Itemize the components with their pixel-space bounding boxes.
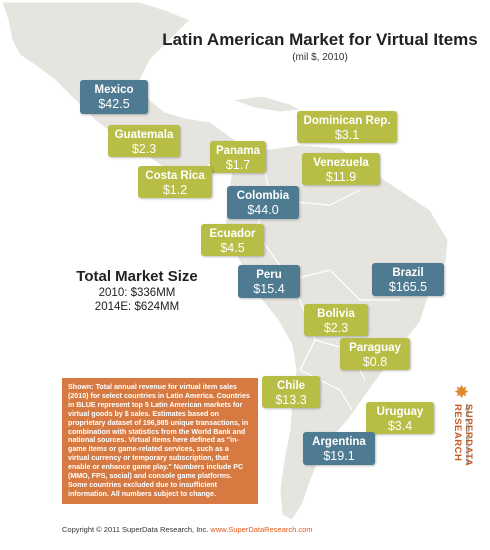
country-value: $2.3 [131, 142, 157, 156]
country-value: $0.8 [362, 355, 388, 369]
country-value: $15.4 [253, 282, 285, 296]
methodology-note: Shown: Total annual revenue for virtual … [62, 378, 258, 504]
map-land-caribbean [231, 95, 302, 113]
country-label-brazil: Brazil $165.5 [372, 263, 444, 296]
country-label-costa-rica: Costa Rica $1.2 [138, 166, 212, 198]
total-market-2014: 2014E: $624MM [94, 301, 180, 313]
country-label-colombia: Colombia $44.0 [227, 186, 299, 219]
country-value: $2.3 [323, 321, 349, 335]
country-label-venezuela: Venezuela $11.9 [302, 153, 380, 185]
footer: Copyright © 2011 SuperData Research, Inc… [62, 525, 313, 534]
country-name: Colombia [236, 190, 290, 202]
footer-link[interactable]: www.SuperDataResearch.com [210, 525, 313, 534]
brand-logo: ✸ SUPERDATA RESEARCH digital goods measu… [448, 382, 476, 516]
total-market-heading: Total Market Size [76, 268, 198, 285]
brand-name: SUPERDATA RESEARCH [452, 404, 474, 466]
country-name: Uruguay [376, 406, 424, 418]
country-label-mexico: Mexico $42.5 [80, 80, 148, 114]
country-value: $165.5 [388, 280, 428, 294]
country-name: Peru [256, 269, 282, 281]
country-label-peru: Peru $15.4 [238, 265, 300, 298]
map-title: Latin American Market for Virtual Items [162, 30, 478, 49]
country-value: $1.7 [225, 158, 251, 172]
country-name: Costa Rica [145, 170, 205, 182]
country-label-panama: Panama $1.7 [210, 141, 266, 173]
star-icon: ✸ [454, 382, 470, 402]
map-subtitle: (mil $, 2010) [292, 52, 348, 63]
country-label-guatemala: Guatemala $2.3 [108, 125, 180, 157]
country-name: Mexico [94, 84, 134, 96]
country-value: $3.1 [334, 128, 360, 142]
country-name: Venezuela [313, 157, 369, 169]
brand-tagline: digital goods measurement [464, 404, 470, 465]
country-label-ecuador: Ecuador $4.5 [201, 224, 264, 256]
country-label-bolivia: Bolivia $2.3 [304, 304, 368, 336]
country-label-dominican-rep: Dominican Rep. $3.1 [297, 111, 397, 143]
country-name: Panama [215, 145, 261, 157]
country-value: $19.1 [323, 449, 355, 463]
country-label-uruguay: Uruguay $3.4 [366, 402, 434, 434]
footer-copyright: Copyright © 2011 SuperData Research, Inc… [62, 525, 209, 534]
country-value: $1.2 [162, 183, 188, 197]
country-name: Brazil [392, 267, 424, 279]
country-value: $3.4 [387, 419, 413, 433]
country-name: Dominican Rep. [303, 115, 391, 127]
country-label-chile: Chile $13.3 [262, 376, 320, 408]
total-market-size: Total Market Size 2010: $336MM 2014E: $6… [62, 268, 212, 314]
country-value: $42.5 [98, 97, 130, 111]
country-value: $4.5 [220, 241, 245, 255]
country-name: Paraguay [349, 342, 401, 354]
country-value: $13.3 [275, 393, 307, 407]
country-name: Bolivia [317, 308, 355, 320]
total-market-2010: 2010: $336MM [98, 287, 176, 299]
country-value: $44.0 [247, 203, 279, 217]
country-name: Chile [276, 380, 306, 392]
country-name: Guatemala [114, 129, 174, 141]
country-name: Argentina [312, 436, 366, 448]
country-label-paraguay: Paraguay $0.8 [340, 338, 410, 370]
country-label-argentina: Argentina $19.1 [303, 432, 375, 465]
country-name: Ecuador [209, 228, 256, 240]
country-value: $11.9 [325, 170, 357, 184]
